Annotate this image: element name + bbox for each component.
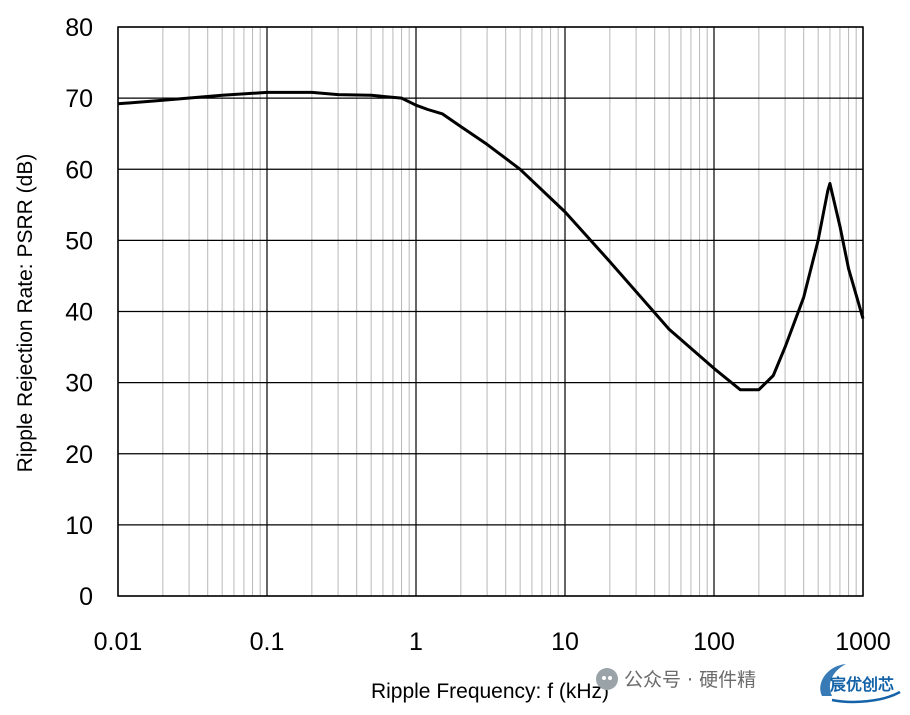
x-tick-label: 1000: [835, 628, 891, 656]
x-tick-label: 0.01: [94, 628, 143, 656]
wechat-icon: [596, 667, 618, 690]
x-tick-labels: 0.01 0.1 1 10 100 1000: [94, 628, 891, 656]
x-axis-label: Ripple Frequency: f (kHz): [371, 680, 609, 703]
x-tick-label: 0.1: [250, 628, 285, 656]
y-tick-label: 60: [65, 156, 93, 184]
major-gridlines: [117, 26, 864, 597]
x-tick-label: 100: [693, 628, 735, 656]
watermark-text: 公众号 · 硬件精: [624, 669, 757, 691]
y-tick-labels: 0 10 20 30 40 50 60 70 80: [65, 14, 93, 611]
y-tick-label: 40: [65, 299, 93, 327]
watermark: 公众号 · 硬件精: [596, 665, 756, 692]
y-tick-label: 70: [65, 85, 93, 113]
plot-frame: [117, 26, 864, 597]
y-axis-label: Ripple Rejection Rate: PSRR (dB): [14, 154, 37, 473]
y-tick-label: 80: [65, 14, 93, 42]
psrr-series-line: [117, 90, 865, 392]
y-tick-label: 30: [65, 370, 93, 398]
brand-logo-text: 宸优创芯: [830, 675, 894, 694]
y-tick-label: 10: [65, 512, 93, 540]
y-tick-label: 20: [65, 441, 93, 469]
x-tick-label: 1: [409, 628, 423, 656]
brand-logo: 宸优创芯: [820, 664, 901, 704]
x-tick-label: 10: [551, 628, 579, 656]
y-tick-label: 0: [79, 583, 93, 611]
y-tick-label: 50: [65, 227, 93, 255]
